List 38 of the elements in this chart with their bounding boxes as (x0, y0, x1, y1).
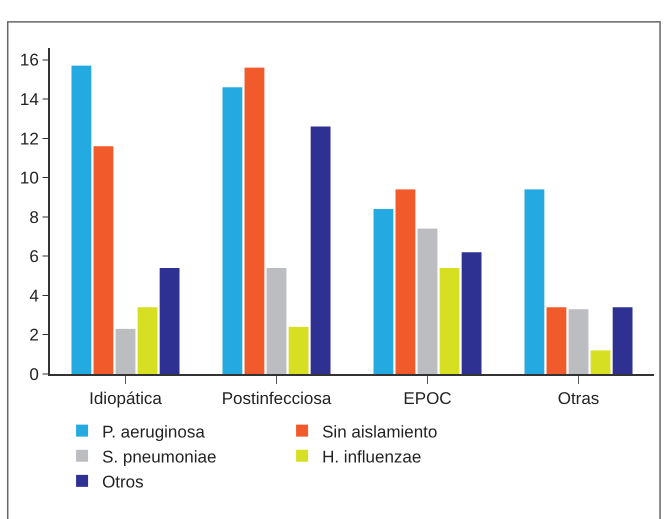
bar (138, 307, 158, 374)
bar (440, 268, 460, 374)
bar (310, 126, 331, 374)
y-tick-label: 14 (20, 90, 39, 110)
y-tick-label: 0 (29, 364, 39, 384)
bar (418, 228, 438, 374)
bar (612, 307, 633, 374)
bar (116, 328, 136, 374)
bar (590, 350, 610, 374)
bar (524, 189, 544, 374)
y-tick-label: 16 (20, 50, 39, 70)
bar (396, 189, 416, 374)
bar (546, 307, 566, 374)
y-tick-label: 6 (29, 247, 39, 266)
y-tick-label: 4 (29, 286, 39, 306)
x-tick-label: Otras (558, 389, 600, 408)
bar (373, 209, 394, 374)
bar (568, 309, 588, 374)
y-tick-label: 2 (29, 326, 39, 345)
bar (71, 66, 92, 374)
bar (222, 87, 242, 374)
x-tick-label: EPOC (403, 389, 452, 408)
legend-label: P. aeruginosa (102, 422, 206, 442)
y-tick-label: 8 (29, 208, 39, 227)
legend-label: S. pneumoniae (102, 447, 216, 466)
bar (160, 268, 180, 374)
legend-label: H. influenzae (322, 447, 422, 466)
legend-label: Sin aislamiento (322, 422, 438, 442)
y-tick-label: 10 (20, 168, 39, 188)
bar (266, 268, 286, 374)
x-tick-label: Postinfecciosa (222, 389, 332, 408)
y-tick-label: 12 (20, 129, 39, 148)
legend-label: Otros (102, 472, 144, 492)
bar (94, 146, 114, 374)
bar (244, 68, 264, 374)
x-tick-label: Idiopática (89, 389, 162, 408)
bar (288, 326, 308, 374)
bar (462, 252, 482, 374)
